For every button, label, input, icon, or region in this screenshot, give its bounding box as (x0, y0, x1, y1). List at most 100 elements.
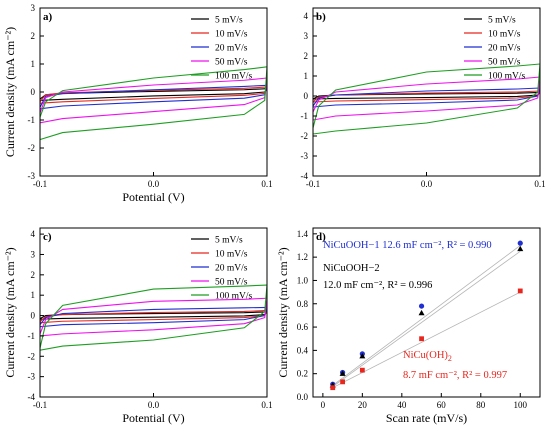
x-tick-label: 80 (476, 400, 486, 410)
y-tick-label: 0 (31, 87, 36, 97)
panel-letter: b) (316, 11, 326, 23)
y-axis-label: Current density (mA cm⁻²) (3, 27, 17, 157)
x-tick-label: 0.1 (534, 179, 545, 189)
legend-label: 20 mV/s (215, 264, 248, 274)
y-tick-label: 3 (304, 31, 309, 41)
y-tick-label: -4 (301, 171, 309, 181)
y-tick-label: 0.2 (297, 369, 308, 379)
y-tick-label: -1 (28, 115, 36, 125)
x-tick-label: 0.0 (148, 179, 160, 189)
cv-loop-100mVs (313, 63, 540, 135)
x-tick-label: 0.1 (261, 400, 272, 410)
annotation-red-sub: 2 (448, 354, 452, 363)
y-tick-label: -3 (28, 171, 36, 181)
cv-loop-100mVs (40, 284, 267, 351)
data-point (517, 288, 523, 294)
panel-letter: a) (43, 11, 53, 23)
x-tick-label: 0.1 (261, 179, 272, 189)
legend: 5 mV/s 10 mV/s 20 mV/s 50 mV/s 100 mV/s (464, 16, 526, 82)
x-tick-label: 40 (397, 400, 407, 410)
y-tick-label: 1.0 (297, 275, 309, 285)
annotation-black-stats: 12.0 mF cm⁻², R² = 0.996 (323, 280, 432, 291)
y-tick-label: 0.8 (297, 299, 309, 309)
data-point (517, 245, 524, 252)
annotation-red-stats: 8.7 mF cm⁻², R² = 0.997 (403, 370, 507, 381)
data-point (419, 336, 424, 342)
plot-area (313, 63, 540, 135)
ticks: -0.1 0.0 0.1 -3 -2 -1 0 1 2 3 (28, 3, 273, 189)
y-tick-label: -1 (301, 111, 309, 121)
legend-label: 100 mV/s (488, 72, 526, 82)
legend-label: 50 mV/s (488, 58, 521, 68)
annotation-red-name: NiCu(OH)2 (403, 350, 452, 363)
fit-line (332, 245, 521, 386)
x-tick-label: 60 (437, 400, 447, 410)
fit-line (332, 250, 521, 387)
legend-label: 10 mV/s (215, 250, 248, 260)
ticks: -0.1 0.0 0.1 -4 -3 -2 -1 0 1 2 3 4 (28, 229, 273, 410)
y-tick-label: 1 (31, 59, 36, 69)
y-tick-label: 4 (304, 11, 309, 21)
y-tick-label: 2 (31, 270, 36, 280)
y-tick-label: 2 (31, 31, 36, 41)
plot-area (40, 284, 267, 351)
x-tick-label: 100 (514, 400, 528, 410)
y-tick-label: -4 (28, 392, 36, 402)
y-tick-label: -3 (301, 151, 309, 161)
x-tick-label: -0.1 (306, 179, 320, 189)
plot-area (40, 66, 267, 141)
y-tick-label: 1.2 (297, 252, 308, 262)
y-tick-label: 3 (31, 3, 36, 13)
x-axis-label: Potential (V) (122, 411, 184, 425)
plot-area (329, 240, 524, 391)
x-tick-label: 20 (358, 400, 368, 410)
y-tick-label: -2 (28, 143, 36, 153)
y-tick-label: -3 (28, 372, 36, 382)
panel-b: -0.1 0.0 0.1 -4 -3 -2 -1 0 1 2 3 4 b) 5 mV/s 10 mV/s 20… (301, 7, 546, 189)
panel-c: -0.1 0.0 0.1 -4 -3 -2 -1 0 1 2 3 4 c) Potential (V) Cu… (3, 227, 273, 425)
data-point (359, 367, 365, 373)
x-axis-label: Scan rate (mV/s) (386, 411, 467, 425)
legend: 5 mV/s 10 mV/s 20 mV/s 50 mV/s 100 mV/s (191, 236, 253, 302)
data-point (359, 353, 366, 359)
x-tick-label: 0.0 (421, 179, 433, 189)
legend-label: 20 mV/s (215, 44, 248, 54)
legend-label: 10 mV/s (488, 30, 521, 40)
plot-frame (312, 227, 541, 398)
y-axis-label: Current density (mA cm⁻²) (3, 247, 17, 377)
y-tick-label: 0.4 (297, 345, 309, 355)
y-tick-label: -2 (301, 131, 309, 141)
y-tick-label: 4 (31, 229, 36, 239)
y-tick-label: 0 (31, 311, 36, 321)
y-tick-label: 1 (304, 71, 309, 81)
legend-label: 100 mV/s (215, 292, 253, 302)
y-tick-label: -2 (28, 351, 36, 361)
legend-label: 50 mV/s (215, 58, 248, 68)
y-axis-label: Current density (mA cm⁻²) (276, 247, 290, 377)
legend-label: 5 mV/s (215, 16, 243, 26)
data-point (517, 240, 523, 246)
y-tick-label: -1 (28, 331, 36, 341)
data-point (418, 303, 425, 309)
x-tick-label: 0 (321, 400, 326, 410)
data-point (339, 370, 346, 376)
legend-label: 5 mV/s (488, 16, 516, 26)
y-tick-label: 2 (304, 51, 309, 61)
cv-loop-100mVs (40, 66, 267, 141)
cv-loop-50mVs (40, 297, 267, 337)
legend-label: 5 mV/s (215, 236, 243, 246)
ticks: 0 20 40 60 80 100 0.0 0.2 0.4 0.6 0.8 1.0 1.2 1.4 (297, 229, 528, 410)
y-tick-label: 0.6 (297, 322, 309, 332)
panel-d: 0 20 40 60 80 100 0.0 0.2 0.4 0.6 0.8 1.0 1.2 1.4 d) Sc… (276, 227, 541, 425)
ticks: -0.1 0.0 0.1 -4 -3 -2 -1 0 1 2 3 4 (301, 11, 546, 189)
legend-label: 50 mV/s (215, 278, 248, 288)
annotation-blue: NiCuOOH−1 12.6 mF cm⁻², R² = 0.990 (323, 240, 492, 251)
legend-label: 20 mV/s (488, 44, 521, 54)
annotation-black-name: NiCuOOH−2 (323, 263, 380, 274)
y-tick-label: 0.0 (297, 392, 309, 402)
x-tick-label: 0.0 (148, 400, 160, 410)
legend-label: 10 mV/s (215, 30, 248, 40)
x-axis-label: Potential (V) (122, 190, 184, 204)
y-tick-label: 1 (31, 290, 36, 300)
